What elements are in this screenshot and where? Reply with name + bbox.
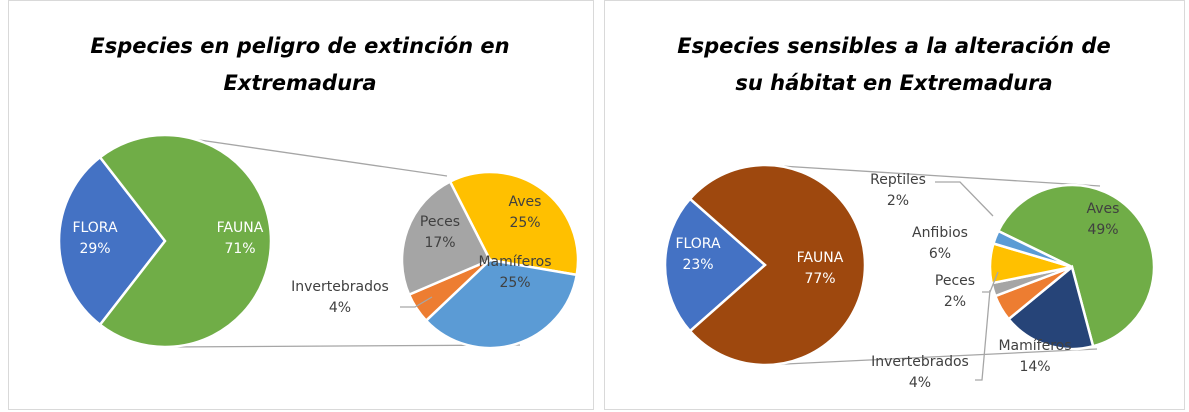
pie-slice: [98, 133, 273, 349]
slice-label: Mamíferos: [998, 338, 1071, 354]
slice-label: Peces: [935, 273, 975, 289]
slice-label: Mamíferos: [478, 254, 551, 270]
pie-slice: [448, 170, 580, 277]
slice-label: Aves: [509, 194, 542, 210]
slice-value-label: 2%: [887, 193, 909, 209]
slice-value-label: 17%: [424, 235, 455, 251]
slice-value-label: 77%: [804, 271, 835, 287]
slice-value-label: 49%: [1087, 222, 1118, 238]
connector-line: [164, 344, 521, 348]
slice-label: FAUNA: [797, 250, 844, 266]
chart-panel: [604, 0, 1185, 410]
slice-value-label: 25%: [509, 215, 540, 231]
slice-label: Invertebrados: [871, 354, 969, 370]
slice-value-label: 4%: [329, 300, 351, 316]
slice-label: Peces: [420, 214, 460, 230]
slice-label: FLORA: [675, 236, 721, 252]
leader-line: [982, 271, 999, 293]
connector-line: [764, 164, 1101, 187]
slice-value-label: 6%: [929, 246, 951, 262]
slice-value-label: 71%: [224, 241, 255, 257]
slice-value-label: 29%: [79, 241, 110, 257]
pie-slice: [400, 179, 492, 297]
slice-label: FAUNA: [217, 220, 264, 236]
slice-label: Anfibios: [912, 225, 968, 241]
slice-label: FLORA: [72, 220, 118, 236]
pie-slice: [1006, 264, 1095, 351]
slice-value-label: 4%: [909, 375, 931, 391]
slice-value-label: 2%: [944, 294, 966, 310]
pie-slice: [663, 197, 767, 333]
slice-label: Aves: [1087, 201, 1120, 217]
connector-line: [164, 134, 448, 177]
chart-panel: [8, 0, 594, 410]
chart-title: Especies en peligro de extinción en Extr…: [90, 34, 510, 95]
pie-slice: [991, 229, 1073, 269]
slice-label: Reptiles: [870, 172, 926, 188]
slice-value-label: 25%: [499, 275, 530, 291]
pie-slice: [57, 155, 167, 327]
pie-slice: [424, 258, 579, 350]
leader-line: [935, 181, 994, 217]
slice-value-label: 23%: [682, 257, 713, 273]
pie-slice: [688, 163, 867, 367]
connector-line: [764, 348, 1098, 366]
slice-label: Invertebrados: [291, 279, 389, 295]
leader-line: [400, 296, 433, 308]
pie-slice: [996, 183, 1156, 348]
slice-value-label: 14%: [1019, 359, 1050, 375]
leader-line: [975, 289, 991, 381]
chart-title: Especies sensibles a la alteración de su…: [677, 34, 1111, 95]
